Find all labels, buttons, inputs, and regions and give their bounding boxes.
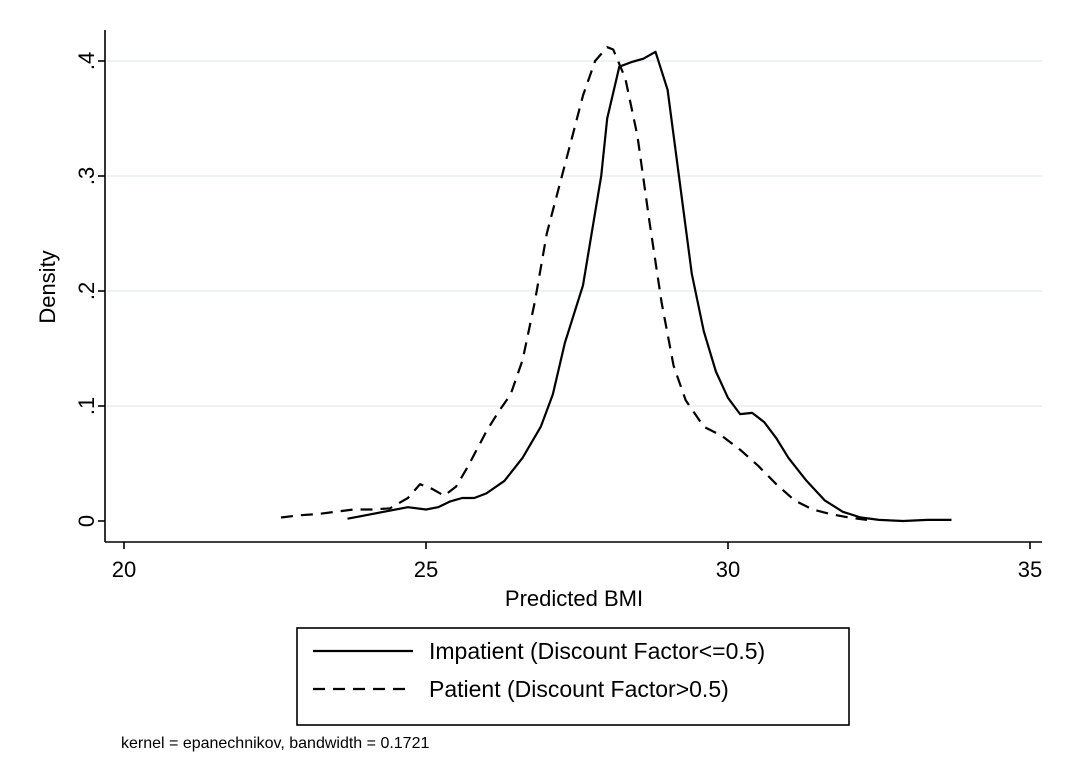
y-axis-title: Density — [35, 250, 60, 323]
x-tick-label-1: 25 — [414, 557, 438, 582]
series-line-patient — [280, 46, 868, 521]
legend-label-patient: Patient (Discount Factor>0.5) — [429, 676, 729, 702]
legend: Impatient (Discount Factor<=0.5) Patient… — [296, 627, 850, 726]
tick-labels: 0 .1 .2 .3 .4 20 25 30 35 — [74, 52, 1042, 582]
y-tick-label-4: .4 — [74, 52, 99, 70]
x-tick-label-3: 35 — [1018, 557, 1042, 582]
y-tick-label-0: 0 — [74, 515, 99, 527]
y-tick-label-3: .3 — [74, 167, 99, 185]
series-lines — [280, 46, 952, 523]
x-axis-title: Predicted BMI — [505, 586, 643, 611]
y-tick-label-2: .2 — [74, 282, 99, 300]
kernel-note: kernel = epanechnikov, bandwidth = 0.172… — [121, 735, 429, 752]
series-line-impatient — [347, 50, 952, 523]
y-tick-label-1: .1 — [74, 397, 99, 415]
axes — [98, 30, 1042, 549]
legend-label-impatient: Impatient (Discount Factor<=0.5) — [429, 638, 765, 664]
gridlines — [107, 60, 1042, 407]
x-tick-label-0: 20 — [112, 557, 136, 582]
x-tick-label-2: 30 — [716, 557, 740, 582]
legend-box — [296, 627, 850, 726]
